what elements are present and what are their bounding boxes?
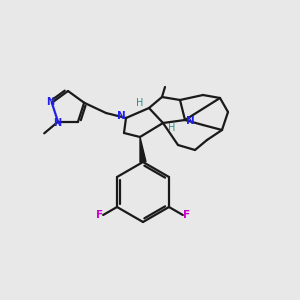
Text: N: N — [117, 111, 125, 121]
Text: N: N — [53, 118, 61, 128]
Text: N: N — [46, 97, 54, 107]
Text: H: H — [168, 123, 176, 133]
Text: H: H — [136, 98, 144, 108]
Polygon shape — [140, 137, 146, 162]
Text: F: F — [183, 210, 190, 220]
Text: F: F — [96, 210, 103, 220]
Text: N: N — [186, 116, 194, 126]
